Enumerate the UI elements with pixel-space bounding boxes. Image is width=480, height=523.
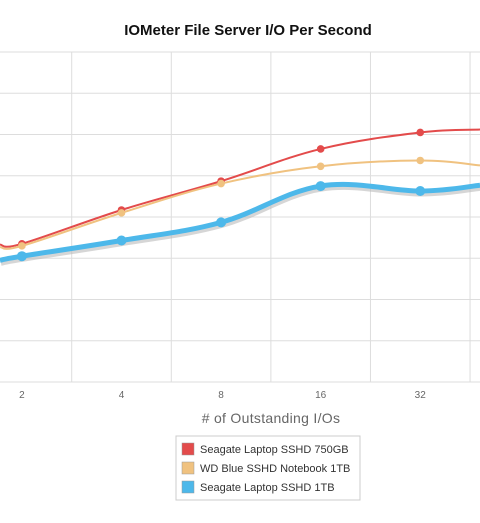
data-point [217,179,225,188]
data-point [315,181,326,192]
data-point [416,128,425,137]
legend-label: Seagate Laptop SSHD 750GB [200,444,349,456]
x-tick-label: 2 [19,390,25,401]
data-point [117,209,126,217]
x-tick-label: 16 [315,390,327,401]
series-lines [0,128,480,266]
data-point [415,186,426,197]
data-point [316,145,325,153]
x-axis-label: # of Outstanding I/Os [202,410,341,426]
x-tick-label: 8 [218,390,224,401]
x-tick-label: 4 [119,390,125,401]
x-tick-labels: 2 4 8 16 32 [19,390,426,401]
legend-label: WD Blue SSHD Notebook 1TB [200,463,350,475]
legend: Seagate Laptop SSHD 750GB WD Blue SSHD No… [175,435,361,501]
series-shadow [0,184,480,266]
data-point [18,242,26,250]
data-point [216,217,227,228]
legend-box [175,435,361,501]
legend-swatch [181,442,195,456]
data-point [16,251,27,262]
legend-label: Seagate Laptop SSHD 1TB [200,482,335,494]
chart-title: IOMeter File Server I/O Per Second [124,22,372,39]
data-point [416,156,425,165]
legend-swatch [181,480,195,494]
data-point [316,162,325,171]
x-tick-label: 32 [415,390,427,401]
data-point [116,235,127,246]
legend-swatch [181,461,195,475]
